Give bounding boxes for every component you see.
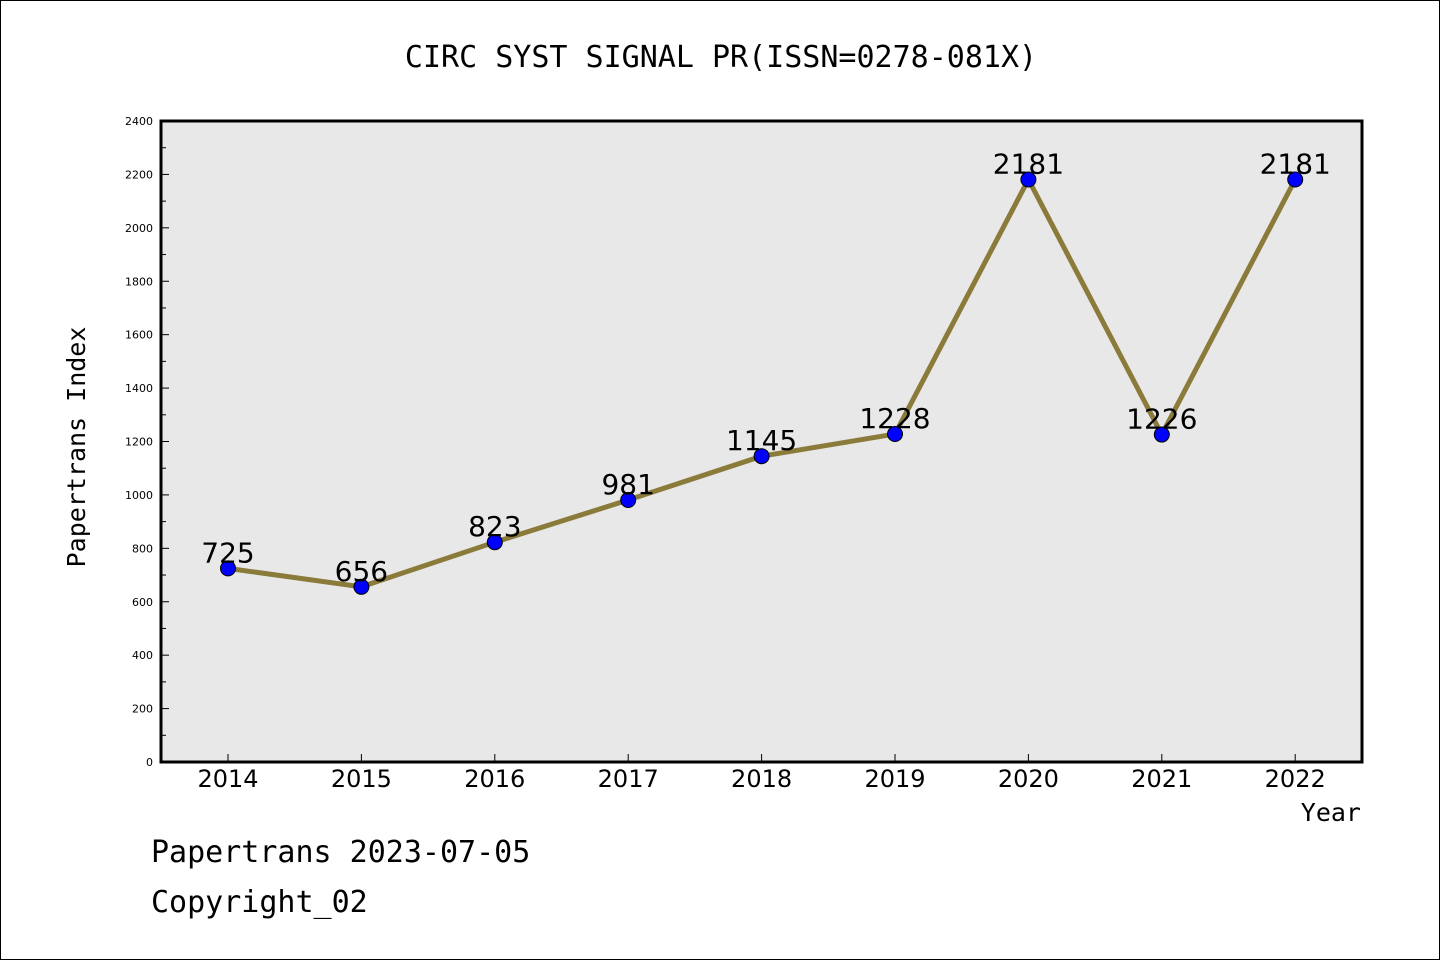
data-label: 981 — [601, 468, 654, 501]
x-tick-label: 2020 — [998, 765, 1059, 793]
y-tick-label: 800 — [132, 542, 153, 555]
y-tick-label: 2000 — [125, 222, 153, 235]
y-tick-label: 2400 — [125, 115, 153, 128]
y-tick-label: 1400 — [125, 382, 153, 395]
x-tick-label: 2017 — [598, 765, 659, 793]
x-tick-label: 2019 — [864, 765, 925, 793]
data-label: 823 — [468, 510, 521, 543]
y-tick-label: 400 — [132, 649, 153, 662]
data-point — [620, 491, 637, 508]
plot-border — [159, 119, 1364, 764]
data-label: 2181 — [1260, 147, 1331, 180]
footer-copyright: Copyright_02 — [151, 885, 368, 920]
y-axis-label: Papertrans Index — [62, 327, 91, 568]
chart-title: CIRC SYST SIGNAL PR(ISSN=0278-081X) — [405, 40, 1037, 75]
data-label: 1145 — [726, 424, 797, 457]
data-label: 725 — [201, 536, 254, 569]
data-label: 1226 — [1126, 403, 1197, 436]
y-tick-label: 2200 — [125, 168, 153, 181]
data-label: 2181 — [993, 147, 1064, 180]
data-label: 1228 — [859, 402, 930, 435]
series-layer: 725 656 823 981 1145 1228 2181 1226 2181 — [201, 147, 1331, 595]
x-tick-label: 2016 — [464, 765, 525, 793]
x-tick-label: 2022 — [1265, 765, 1326, 793]
y-tick-label: 1600 — [125, 329, 153, 342]
data-point — [1020, 171, 1037, 188]
x-tick-label: 2018 — [731, 765, 792, 793]
data-point — [887, 426, 903, 443]
y-tick-label: 1000 — [125, 489, 153, 502]
y-tick-label: 1200 — [125, 436, 153, 449]
x-axis-ticks: 2014 2015 2016 2017 2018 2019 2020 2021 2022 — [197, 754, 1326, 793]
x-tick-label: 2021 — [1131, 765, 1192, 793]
x-axis-label: Year — [1301, 798, 1361, 827]
data-point — [486, 534, 503, 551]
x-tick-label: 2015 — [331, 765, 392, 793]
y-tick-label: 200 — [132, 703, 153, 716]
data-point — [753, 448, 770, 465]
y-tick-label: 1800 — [125, 275, 153, 288]
data-point — [1287, 171, 1304, 188]
data-point — [220, 560, 236, 577]
y-tick-label: 600 — [132, 596, 153, 609]
footer-date: Papertrans 2023-07-05 — [151, 835, 531, 870]
y-tick-label: 0 — [146, 756, 153, 769]
data-point — [1153, 426, 1170, 443]
x-tick-label: 2014 — [197, 765, 258, 793]
data-point — [353, 578, 370, 595]
data-label: 656 — [335, 555, 388, 588]
